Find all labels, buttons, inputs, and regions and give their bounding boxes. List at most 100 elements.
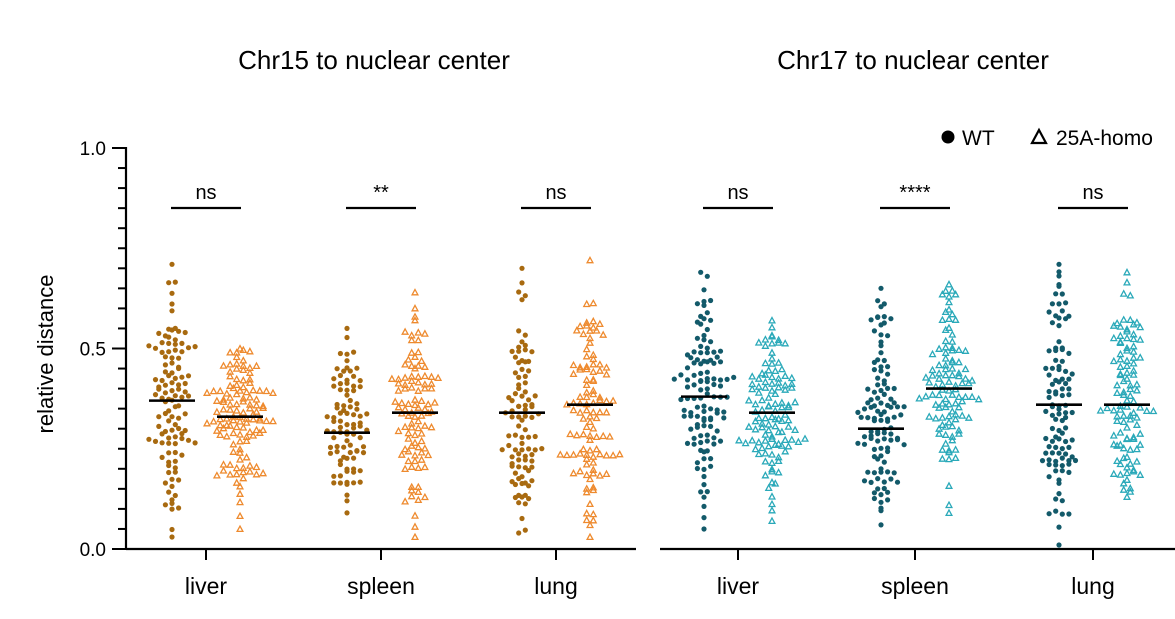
data-point [522, 373, 528, 379]
data-point [771, 440, 780, 448]
data-point [522, 402, 528, 408]
data-point [427, 372, 436, 380]
data-point [401, 373, 410, 381]
data-point [865, 386, 871, 392]
data-point [516, 530, 522, 536]
data-point [179, 349, 185, 355]
data-point [411, 400, 419, 409]
data-point [519, 297, 525, 303]
data-point [146, 436, 152, 442]
data-point [704, 391, 710, 397]
data-point [344, 422, 350, 428]
data-point [954, 426, 963, 434]
data-point [1056, 542, 1062, 548]
data-point [865, 415, 871, 421]
data-point [945, 386, 953, 394]
data-point [1066, 392, 1072, 398]
data-point [176, 425, 182, 432]
data-point [878, 522, 884, 528]
data-point [337, 480, 343, 486]
data-point [179, 435, 185, 442]
data-point [589, 316, 598, 325]
data-point [411, 364, 419, 372]
data-point [252, 407, 261, 415]
data-point [236, 511, 244, 520]
data-point [219, 405, 228, 413]
data-point [1069, 454, 1075, 460]
data-point [259, 401, 268, 410]
data-point [1126, 487, 1135, 495]
data-point [166, 334, 172, 340]
data-point [938, 454, 947, 462]
data-point [891, 385, 897, 392]
data-point [344, 481, 350, 487]
data-point [394, 403, 403, 411]
data-point [179, 394, 185, 400]
data-point [1066, 444, 1072, 450]
data-point [771, 415, 780, 423]
data-point [701, 482, 707, 488]
data-point [182, 411, 188, 417]
data-point [1059, 463, 1065, 469]
data-point [861, 441, 868, 447]
data-point [516, 360, 522, 366]
data-point [169, 308, 175, 314]
data-point [1109, 431, 1118, 439]
data-point [407, 348, 416, 356]
data-point [881, 485, 887, 492]
data-point [945, 448, 953, 456]
data-point [1059, 455, 1065, 461]
data-point [1132, 457, 1141, 465]
data-point [516, 385, 522, 391]
data-point [357, 413, 363, 419]
data-point [595, 449, 604, 458]
data-point [156, 330, 162, 336]
data-point [694, 424, 701, 430]
data-point [586, 435, 594, 443]
data-point [203, 419, 211, 427]
data-point [576, 408, 585, 416]
data-point [162, 410, 168, 417]
data-point [1129, 334, 1138, 343]
data-point [1119, 315, 1128, 323]
data-point [599, 431, 608, 440]
data-point [169, 327, 175, 333]
data-point [771, 479, 780, 487]
data-point [698, 387, 704, 393]
data-point [694, 413, 701, 419]
data-point [1069, 437, 1075, 443]
legend-25a-homo-label: 25A-homo [1056, 127, 1153, 150]
data-point [1046, 348, 1052, 354]
data-point [701, 494, 707, 500]
data-point [401, 384, 410, 392]
data-point [522, 389, 528, 395]
data-point [878, 304, 884, 310]
data-point [522, 342, 528, 348]
data-point [401, 327, 410, 335]
data-point [331, 435, 337, 441]
data-point [708, 297, 714, 304]
data-point [172, 279, 178, 285]
data-point [506, 395, 512, 401]
data-point [351, 469, 357, 475]
data-point [236, 448, 244, 456]
data-point [878, 339, 884, 345]
data-point [156, 386, 162, 392]
data-point [721, 409, 727, 415]
data-point [1136, 429, 1145, 437]
data-point [162, 502, 168, 508]
data-point [516, 457, 522, 463]
data-point [717, 383, 724, 389]
data-point [777, 441, 786, 449]
data-point [1053, 462, 1059, 468]
data-point [764, 393, 773, 401]
data-point [951, 445, 960, 453]
data-point [801, 434, 809, 442]
data-point [239, 382, 248, 391]
data-point [172, 422, 178, 428]
data-point [1129, 370, 1138, 378]
data-point [941, 430, 950, 438]
data-point [519, 393, 525, 399]
data-point [334, 366, 340, 372]
data-point [704, 350, 710, 356]
